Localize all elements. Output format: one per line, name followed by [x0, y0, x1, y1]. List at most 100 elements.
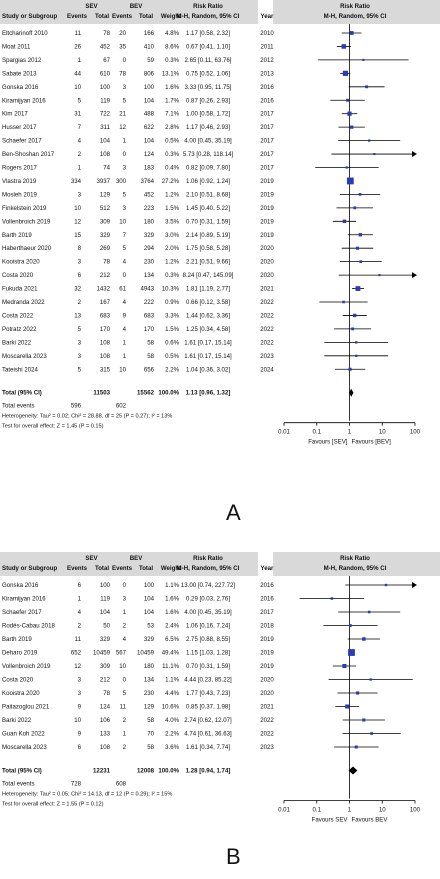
- p2-study-12-total-sev: 133: [100, 731, 111, 738]
- p1-header-events1: Events: [67, 13, 88, 20]
- p1-study-24-events-sev: 3: [78, 339, 82, 346]
- p1-study-24-name: Barki 2022: [2, 339, 32, 346]
- p2-study-4-weight: 2.4%: [165, 623, 179, 630]
- p1-study-20-events-sev: 32: [74, 286, 81, 293]
- p1-study-20-ci-text: 1.81 [1.19, 2.77]: [186, 286, 230, 293]
- p2-study-2-weight: 1.6%: [165, 596, 179, 603]
- p1-study-17-year: 2020: [260, 245, 274, 252]
- p2-study-3-events-bev: 1: [123, 609, 127, 616]
- p2-study-2-total-sev: 119: [100, 596, 110, 603]
- p2-study-3-weight: 1.6%: [165, 609, 179, 616]
- p1-study-22-total-bev: 683: [144, 312, 155, 319]
- p1-study-7-ci-text: 1.00 [0.58, 1.72]: [186, 111, 230, 118]
- p1-study-23-total-sev: 170: [100, 326, 111, 333]
- p1-study-8-name: Husser 2017: [2, 124, 37, 131]
- p2-study-5-weight: 6.5%: [165, 636, 179, 643]
- p2-total-ci-text: 1.28 [0.94, 1.74]: [186, 768, 231, 775]
- p1-study-10-name: Ben-Shoshan 2017: [2, 151, 55, 158]
- p1-study-12-ci-text: 1.06 [0.92, 1.24]: [186, 178, 230, 185]
- p1-study-19-events-sev: 6: [78, 272, 82, 279]
- p2-study-5-point: [362, 637, 366, 641]
- p1-study-20-total-bev: 4943: [140, 286, 154, 293]
- p1-study-10-ci-text: 5.73 [0.28, 118.14]: [183, 151, 234, 158]
- p1-study-4-ci-text: 0.75 [0.52, 1.06]: [186, 70, 230, 77]
- p1-study-5-year: 2016: [260, 84, 274, 91]
- p1-header-weight: Weight: [161, 13, 181, 20]
- p1-study-15-year: 2019: [260, 218, 274, 225]
- p2-study-10-weight: 10.6%: [162, 704, 180, 711]
- p1-study-15-weight: 3.5%: [165, 218, 179, 225]
- p1-study-4-year: 2013: [260, 70, 274, 77]
- p1-study-20-year: 2021: [260, 286, 274, 293]
- p2-study-9-events-bev: 5: [123, 690, 127, 697]
- p1-study-22-events-bev: 9: [123, 312, 127, 319]
- p1-study-7-weight: 7.1%: [165, 111, 179, 118]
- p2-header-bg-left: [0, 552, 258, 576]
- p1-total-diamond: [348, 388, 354, 397]
- p1-study-12-events-sev: 334: [71, 178, 82, 185]
- p1-study-9-year: 2017: [260, 138, 274, 145]
- p1-heterogeneity-text: Heterogeneity: Tau² = 0.02; Chi² = 28.88…: [2, 414, 172, 420]
- p2-study-13-point: [354, 745, 358, 749]
- p1-study-4-weight: 13.1%: [162, 70, 180, 77]
- p2-header-group2: BEV: [130, 555, 143, 562]
- p2-study-2-events-bev: 3: [123, 596, 127, 603]
- p1-header-bg-right: [273, 0, 440, 24]
- p1-study-5-events-sev: 10: [74, 84, 81, 91]
- p1-header-plot-sub: M-H, Random, 95% CI: [324, 13, 387, 20]
- p2-study-6-events-bev: 567: [116, 650, 127, 657]
- p1-study-8-ci-text: 1.17 [0.46, 2.93]: [186, 124, 230, 131]
- p2-study-9-year: 2020: [260, 690, 274, 697]
- p2-study-3-events-sev: 4: [78, 609, 82, 616]
- p1-study-12-name: Vlastra 2019: [2, 178, 37, 185]
- p2-study-11-year: 2022: [260, 717, 274, 724]
- p1-study-11-total-bev: 183: [144, 165, 155, 172]
- p2-study-2-ci-text: 0.29 [0.03, 2.76]: [186, 596, 230, 603]
- p2-study-3-ci-text: 4.00 [0.45, 35.19]: [184, 609, 232, 616]
- p2-study-13-total-bev: 58: [147, 744, 154, 751]
- p1-study-19-name: Costa 2020: [2, 272, 34, 279]
- p1-study-3-name: Spargias 2012: [2, 57, 42, 64]
- p1-study-5-total-bev: 100: [144, 84, 155, 91]
- p2-total-n-bev: 12008: [137, 768, 155, 775]
- p1-study-24-total-bev: 58: [147, 339, 154, 346]
- p1-study-14-total-sev: 512: [100, 205, 111, 212]
- p1-header-events2: Events: [112, 13, 133, 20]
- p1-overall-effect-text: Test for overall effect: Z = 1.45 (P = 0…: [2, 424, 104, 430]
- p2-study-13-name: Moscarella 2023: [2, 744, 47, 751]
- p1-study-13-year: 2019: [260, 191, 274, 198]
- p1-study-7-year: 2017: [260, 111, 274, 118]
- p1-study-9-ci-text: 4.00 [0.45, 35.19]: [184, 138, 232, 145]
- p2-study-11-weight: 4.0%: [165, 717, 179, 724]
- p1-x-tick-label-2: 0.1: [313, 429, 322, 436]
- p2-study-8-total-sev: 212: [100, 677, 111, 684]
- p1-study-23-year: 2022: [260, 326, 274, 333]
- p1-study-26-name: Tateishi 2024: [2, 366, 39, 373]
- p1-study-22-point: [352, 313, 357, 318]
- p1-study-19-total-sev: 212: [100, 272, 111, 279]
- p2-study-9-weight: 4.4%: [165, 690, 179, 697]
- p1-study-13-events-sev: 3: [78, 191, 82, 198]
- p1-study-8-total-bev: 622: [144, 124, 155, 131]
- p1-study-23-ci-text: 1.25 [0.34, 4.58]: [186, 326, 230, 333]
- p2-total-n-sev: 12231: [93, 768, 111, 775]
- p1-study-9-name: Schaefer 2017: [2, 138, 42, 145]
- p2-study-12-year: 2022: [260, 731, 274, 738]
- p2-study-10-name: Paitazoglou 2021: [2, 704, 50, 711]
- p1-study-16-weight: 3.0%: [165, 232, 179, 239]
- p2-study-2-year: 2016: [260, 596, 274, 603]
- p1-study-5-point: [365, 85, 369, 89]
- p2-study-11-total-bev: 58: [147, 717, 154, 724]
- p2-study-10-point: [345, 704, 350, 709]
- p2-study-1-ci-arrow: [412, 582, 417, 588]
- p2-header-total2: Total: [139, 565, 153, 572]
- p1-study-17-ci-text: 1.75 [0.58, 5.28]: [186, 245, 230, 252]
- p1-study-17-total-bev: 294: [144, 245, 155, 252]
- p1-study-4-name: Sabate 2013: [2, 70, 37, 77]
- p2-study-3-point: [367, 610, 371, 614]
- p1-study-3-point: [362, 58, 365, 61]
- p2-study-2-total-bev: 104: [144, 596, 155, 603]
- p1-study-17-total-sev: 269: [100, 245, 111, 252]
- p2-study-1-point: [384, 583, 388, 587]
- p1-study-18-ci-text: 2.21 [0.51, 9.66]: [186, 259, 230, 266]
